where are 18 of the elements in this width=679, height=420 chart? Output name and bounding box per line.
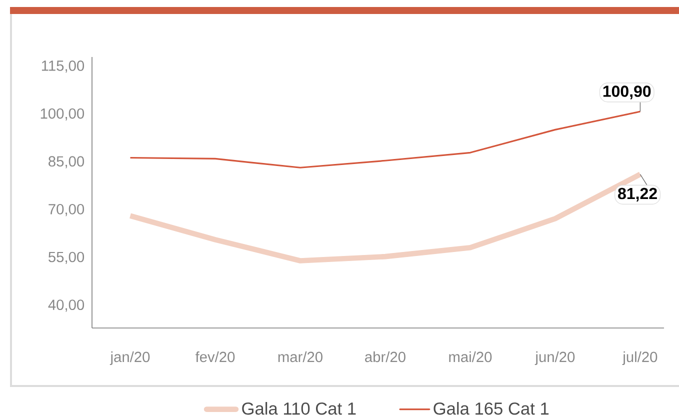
- data-label: 81,22: [618, 188, 657, 202]
- x-tick-label: jun/20: [534, 351, 575, 366]
- y-tick-label: 85,00: [48, 156, 84, 168]
- x-tick-label: abr/20: [365, 351, 406, 362]
- x-tick-label: mar/20: [278, 351, 322, 362]
- x-tick-label: jul/20: [622, 351, 658, 366]
- x-tick-label: fev/20: [195, 351, 235, 362]
- x-tick-label: jan/20: [110, 351, 150, 366]
- y-tick-label: 115,00: [42, 60, 84, 73]
- x-tick-label: mai/20: [449, 351, 492, 362]
- legend-label: Gala 110 Cat 1: [242, 402, 356, 415]
- legend-label: Gala 165 Cat 1: [434, 402, 549, 415]
- line-series: [129, 110, 642, 168]
- y-tick-label: 70,00: [48, 204, 84, 216]
- y-tick-label: 55,00: [48, 252, 84, 264]
- y-tick-label: 40,00: [48, 300, 84, 312]
- data-label: 100,90: [603, 86, 651, 100]
- y-tick-label: 100,00: [40, 108, 84, 120]
